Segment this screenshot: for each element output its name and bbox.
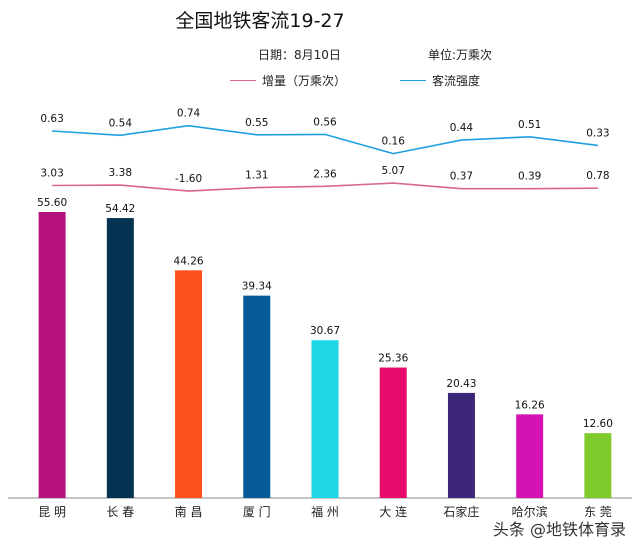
date-value: 8月10日: [294, 48, 341, 62]
bar-value-label: 16.26: [515, 399, 545, 411]
bar: [516, 414, 544, 498]
increment-value-label: 2.36: [313, 168, 337, 180]
legend-intensity-label: 客流强度: [432, 74, 481, 88]
bar: [106, 218, 134, 499]
bar-value-label: 44.26: [174, 255, 204, 267]
increment-value-label: 0.37: [450, 171, 473, 183]
x-tick-label: 昆 明: [38, 505, 66, 519]
intensity-value-label: 0.56: [313, 116, 337, 128]
x-tick-label: 石家庄: [443, 504, 479, 519]
x-tick-label: 长 春: [106, 505, 134, 519]
increment-line: [52, 182, 598, 192]
bar-value-label: 39.34: [242, 281, 272, 293]
intensity-value-label: 0.33: [586, 127, 609, 139]
x-tick-label: 福 州: [311, 504, 339, 519]
bar: [38, 212, 66, 498]
bar-value-label: 55.60: [37, 197, 67, 209]
intensity-value-label: 0.74: [177, 108, 201, 120]
intensity-value-label: 0.44: [450, 122, 474, 134]
unit-label: 单位:万乘次: [428, 48, 493, 62]
intensity-line: [52, 124, 598, 155]
x-tick-label: 哈尔滨: [512, 504, 548, 519]
increment-value-label: 3.38: [109, 167, 132, 179]
intensity-value-label: 0.16: [382, 136, 406, 148]
increment-value-label: 1.31: [245, 170, 268, 182]
intensity-value-label: 0.55: [245, 117, 268, 129]
x-tick-label: 南 昌: [175, 504, 203, 519]
bar: [311, 340, 339, 498]
bar-value-label: 20.43: [446, 378, 476, 390]
bar-value-label: 54.42: [105, 203, 135, 215]
x-tick-label: 厦 门: [243, 504, 271, 519]
x-tick-label: 大 连: [379, 504, 407, 519]
bar: [379, 367, 407, 498]
increment-value-label: 3.03: [40, 168, 63, 180]
intensity-value-label: 0.54: [109, 117, 133, 129]
increment-value-label: -1.60: [175, 173, 202, 185]
bar: [243, 295, 271, 498]
legend-increment: 增量（万乘次）: [230, 72, 346, 89]
date-label: 日期：: [258, 48, 295, 62]
chart-title: 全国地铁客流19-27: [175, 10, 345, 32]
increment-value-label: 5.07: [382, 165, 405, 177]
bar: [175, 270, 203, 498]
bar-value-label: 25.36: [378, 353, 408, 365]
intensity-value-label: 0.63: [40, 113, 63, 125]
legend-intensity-swatch: [400, 80, 426, 81]
date-text: 日期：8月10日: [258, 46, 341, 63]
bar: [447, 392, 475, 498]
intensity-value-label: 0.51: [518, 119, 541, 131]
bar: [584, 433, 612, 498]
increment-value-label: 0.39: [518, 171, 541, 183]
legend-intensity: 客流强度: [400, 72, 480, 89]
bar-value-label: 12.60: [583, 418, 613, 430]
x-tick-label: 东 莞: [584, 505, 612, 519]
watermark: 头条 @地铁体育录: [492, 520, 626, 539]
legend-increment-label: 增量（万乘次）: [262, 74, 347, 88]
bar-value-label: 30.67: [310, 325, 340, 337]
legend-increment-swatch: [230, 80, 256, 81]
increment-value-label: 0.78: [586, 170, 609, 182]
